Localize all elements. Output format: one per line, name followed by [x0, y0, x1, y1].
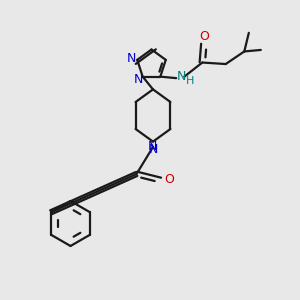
Text: O: O: [200, 30, 209, 43]
Text: N: N: [134, 73, 143, 85]
Text: N: N: [148, 142, 158, 156]
Text: H: H: [186, 76, 194, 86]
Text: O: O: [164, 173, 174, 186]
Text: N: N: [177, 70, 186, 83]
Text: N: N: [148, 140, 157, 154]
Text: N: N: [127, 52, 136, 65]
